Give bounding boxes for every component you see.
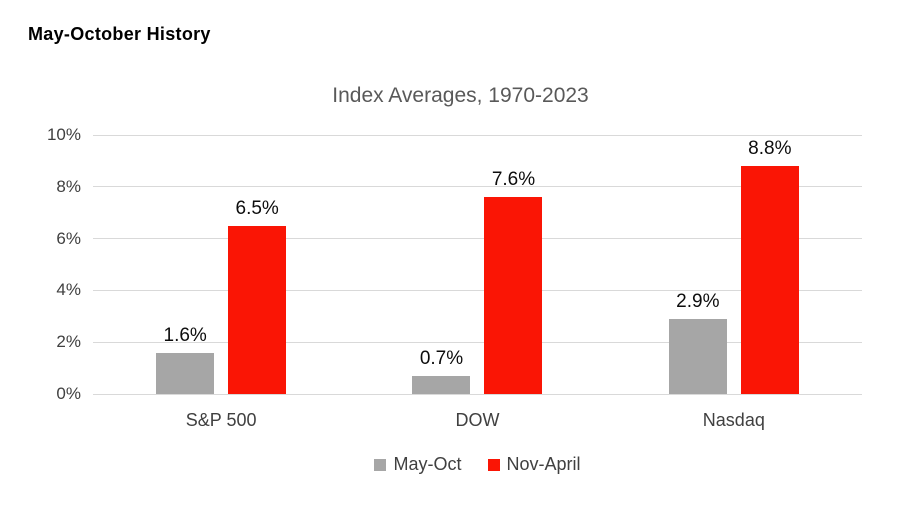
legend-item-nov-april: Nov-April <box>487 454 581 475</box>
bar-nov-april-nasdaq <box>740 166 799 394</box>
bar-value-label-may-oct-dow: 0.7% <box>419 347 464 369</box>
bar-wrap-may-oct-nasdaq: 2.9% <box>668 135 727 394</box>
bar-value-label-nov-april-dow: 7.6% <box>491 169 536 191</box>
bar-group-nasdaq: 2.9% 8.8% <box>606 135 862 394</box>
x-axis-label-s-p-500: S&P 500 <box>185 410 257 430</box>
bar-may-oct-nasdaq <box>668 318 727 394</box>
x-axis-labels: S&P 500 DOW Nasdaq <box>93 410 862 431</box>
gridline-10 <box>93 134 862 136</box>
gridline-8 <box>93 186 862 188</box>
gridline-6 <box>93 238 862 240</box>
bar-group-s-p-500: 1.6% 6.5% <box>93 135 349 394</box>
bars-row: 1.6% 6.5% 0.7% 7.6% 2.9% 8.8% <box>93 135 862 394</box>
legend: May-Oct Nov-April <box>93 454 862 475</box>
gridline-4 <box>93 289 862 291</box>
bar-wrap-may-oct-dow: 0.7% <box>412 135 471 394</box>
y-tick-label-8: 8% <box>56 176 81 196</box>
bar-value-label-may-oct-nasdaq: 2.9% <box>676 290 720 312</box>
y-tick-label-10: 10% <box>46 125 81 144</box>
bar-may-oct-dow <box>412 375 471 394</box>
bar-may-oct-s-p-500 <box>156 352 215 394</box>
x-axis-label-dow: DOW <box>455 410 500 430</box>
bar-value-label-nov-april-nasdaq: 8.8% <box>748 138 792 160</box>
bar-wrap-nov-april-s-p-500: 6.5% <box>228 135 287 394</box>
x-axis-label-nasdaq: Nasdaq <box>702 410 765 430</box>
plot-area: 1.6% 6.5% 0.7% 7.6% 2.9% 8.8% <box>93 134 862 395</box>
bar-nov-april-s-p-500 <box>228 225 287 394</box>
bar-wrap-nov-april-nasdaq: 8.8% <box>740 135 799 394</box>
y-tick-label-0: 0% <box>56 384 81 403</box>
bar-value-label-nov-april-s-p-500: 6.5% <box>235 197 279 219</box>
chart-title: Index Averages, 1970-2023 <box>332 84 589 107</box>
bar-group-dow: 0.7% 7.6% <box>349 135 605 394</box>
legend-item-may-oct: May-Oct <box>374 454 462 475</box>
y-tick-label-6: 6% <box>56 228 81 248</box>
gridline-0 <box>93 393 862 395</box>
page-heading: May-October History <box>28 24 211 44</box>
bar-nov-april-dow <box>484 197 543 394</box>
y-tick-label-2: 2% <box>56 332 81 352</box>
bar-wrap-may-oct-s-p-500: 1.6% <box>156 135 215 394</box>
y-tick-label-4: 4% <box>56 280 81 300</box>
legend-marker-icon-may-oct <box>374 458 387 471</box>
legend-label-may-oct: May-Oct <box>393 454 462 474</box>
bar-wrap-nov-april-dow: 7.6% <box>484 135 543 394</box>
gridline-2 <box>93 341 862 343</box>
y-axis-labels: 0% 2% 4% 6% 8% 10% <box>28 126 81 403</box>
bar-value-label-may-oct-s-p-500: 1.6% <box>163 324 207 346</box>
legend-marker-icon-nov-april <box>487 458 500 471</box>
legend-label-nov-april: Nov-April <box>506 454 581 474</box>
